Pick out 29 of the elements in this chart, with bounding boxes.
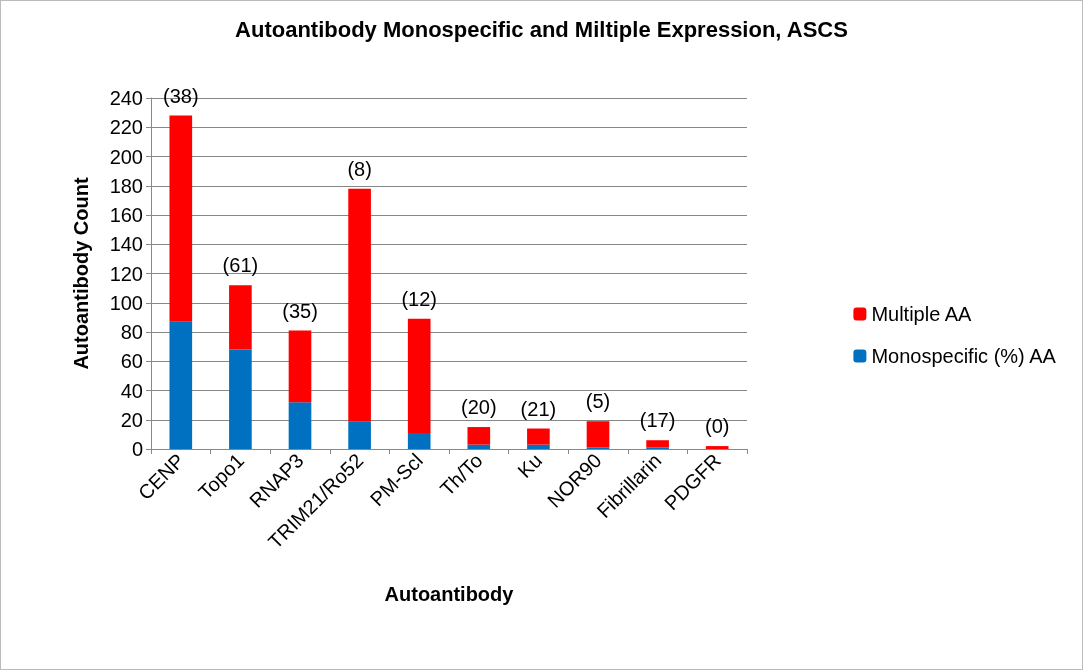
annotation: (21) — [520, 397, 557, 420]
y-tick-label: 40 — [120, 379, 143, 402]
annotation: (0) — [704, 415, 730, 438]
y-tick-label: 180 — [109, 174, 143, 197]
y-tick-label: 60 — [120, 350, 143, 373]
annotation: (17) — [639, 409, 676, 432]
y-tick-label: 100 — [109, 291, 143, 314]
y-tick-label: 220 — [109, 116, 143, 139]
y-tick-label: 140 — [109, 233, 143, 256]
annotation: (5) — [585, 390, 611, 413]
y-tick-label: 80 — [120, 321, 143, 343]
y-tick-label: 20 — [120, 408, 143, 431]
y-tick-label: 0 — [131, 438, 143, 460]
annotation: (38) — [163, 84, 199, 107]
y-tick-label: 200 — [109, 145, 143, 168]
legend-label: Multiple AA — [871, 303, 973, 325]
annotation: (20) — [461, 396, 497, 419]
x-tick-label: Ku — [513, 449, 547, 483]
y-tick-label: 120 — [109, 262, 143, 285]
annotation: (12) — [401, 287, 437, 310]
annotation: (61) — [222, 254, 259, 277]
y-axis-title: Autoantibody Count — [70, 177, 92, 370]
annotation: (8) — [347, 157, 372, 180]
x-axis-title: Autoantibody — [384, 583, 515, 605]
annotation: (35) — [282, 299, 318, 322]
chart-title: Autoantibody Monospecific and Miltiple Expression, ASCS — [235, 16, 848, 42]
legend-label: Monospecific (%) AA — [871, 345, 1057, 367]
y-tick-label: 160 — [109, 204, 143, 226]
y-tick-label: 240 — [109, 87, 143, 109]
